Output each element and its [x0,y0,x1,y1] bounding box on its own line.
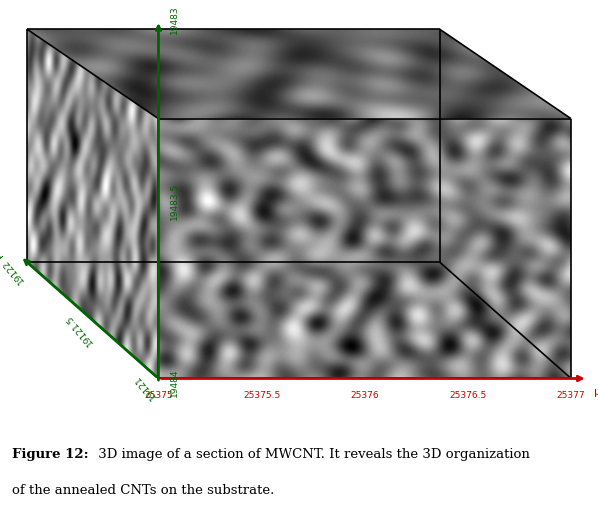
Text: 19483: 19483 [170,6,179,35]
Text: 3D image of a section of MWCNT. It reveals the 3D organization: 3D image of a section of MWCNT. It revea… [94,448,530,461]
Text: 25375.5: 25375.5 [243,390,280,400]
Text: 19122: 19122 [1,257,26,285]
Text: 25376.5: 25376.5 [449,390,487,400]
Text: 19484: 19484 [170,369,179,397]
Text: 19121: 19121 [132,373,157,401]
Text: 25375: 25375 [144,390,173,400]
Text: 25377: 25377 [557,390,585,400]
Text: of the annealed CNTs on the substrate.: of the annealed CNTs on the substrate. [12,484,274,497]
Text: μm: μm [594,387,598,397]
Text: 19121.5: 19121.5 [63,312,94,346]
Text: μm: μm [0,242,3,262]
Text: 19483.5: 19483.5 [170,183,179,220]
Text: 25376: 25376 [350,390,379,400]
Text: Figure 12:: Figure 12: [12,448,89,461]
